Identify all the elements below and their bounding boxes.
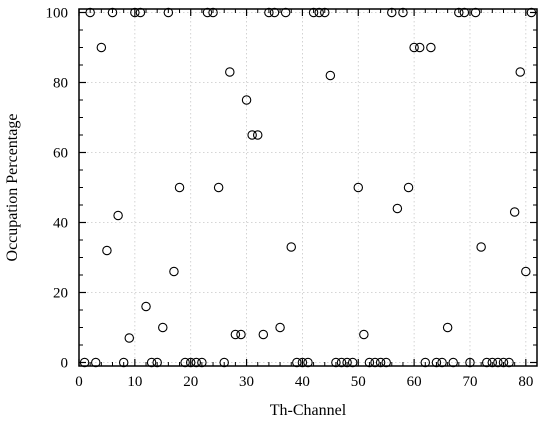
x-tick-label: 10 bbox=[127, 374, 142, 390]
data-point bbox=[442, 322, 453, 333]
axis-ticks bbox=[78, 9, 537, 366]
data-point bbox=[403, 182, 414, 193]
data-point bbox=[359, 329, 369, 340]
data-point bbox=[225, 67, 235, 77]
data-point bbox=[521, 266, 531, 277]
data-point bbox=[174, 182, 185, 193]
x-tick-label: 60 bbox=[407, 374, 422, 390]
plot-frame bbox=[78, 8, 538, 367]
y-tick-label: 0 bbox=[61, 356, 69, 372]
data-point bbox=[213, 182, 224, 193]
data-point bbox=[247, 130, 257, 140]
data-point bbox=[509, 207, 520, 217]
y-tick-label: 20 bbox=[53, 286, 68, 302]
data-point bbox=[258, 329, 269, 340]
data-point bbox=[124, 333, 135, 343]
data-point bbox=[353, 182, 364, 193]
data-point bbox=[141, 301, 151, 312]
data-point bbox=[96, 42, 107, 53]
x-tick-label: 20 bbox=[183, 374, 198, 390]
data-point bbox=[286, 242, 296, 252]
data-points bbox=[79, 7, 537, 368]
data-point bbox=[236, 329, 246, 340]
data-point bbox=[392, 203, 403, 214]
data-point bbox=[414, 42, 425, 53]
data-point bbox=[275, 322, 285, 333]
data-point bbox=[476, 242, 486, 252]
y-tick-labels: 0 20 40 60 80 100 bbox=[46, 6, 69, 372]
x-tick-labels: 0 10 20 30 40 50 60 70 80 bbox=[75, 374, 533, 390]
grid-lines bbox=[78, 9, 537, 366]
data-point bbox=[169, 266, 179, 277]
x-tick-label: 50 bbox=[351, 374, 366, 390]
data-point bbox=[325, 70, 336, 81]
x-tick-label: 30 bbox=[239, 374, 254, 390]
y-axis-label: Occupation Percentage bbox=[4, 114, 21, 262]
data-point bbox=[113, 210, 123, 221]
y-tick-label: 60 bbox=[53, 146, 68, 162]
x-tick-label: 40 bbox=[295, 374, 310, 390]
x-tick-label: 70 bbox=[462, 374, 477, 390]
data-point bbox=[515, 67, 525, 77]
data-point bbox=[409, 42, 419, 53]
x-tick-label: 80 bbox=[518, 374, 533, 390]
data-point bbox=[252, 130, 263, 140]
data-point bbox=[426, 42, 436, 53]
data-point bbox=[158, 322, 168, 333]
x-axis-label: Th-Channel bbox=[270, 402, 347, 419]
y-tick-label: 80 bbox=[53, 76, 68, 92]
y-tick-label: 40 bbox=[53, 216, 68, 232]
x-tick-label: 0 bbox=[75, 374, 83, 390]
data-point bbox=[102, 245, 112, 256]
y-tick-label: 100 bbox=[46, 6, 69, 22]
data-point bbox=[241, 95, 252, 105]
data-point bbox=[230, 329, 241, 340]
